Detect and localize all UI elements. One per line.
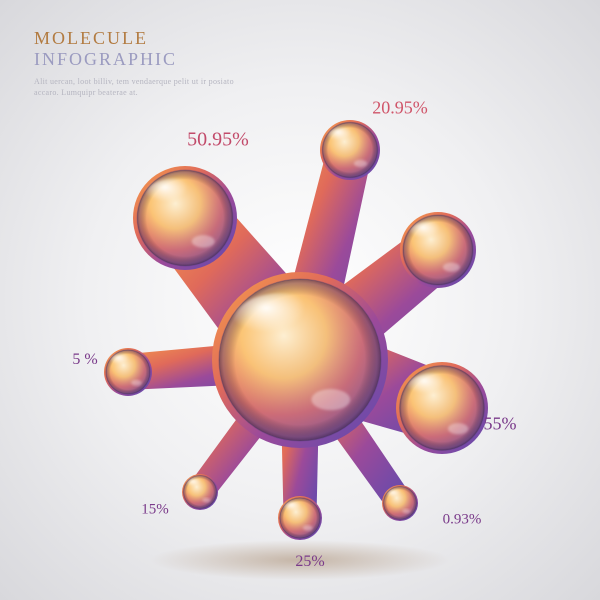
label-n5: 0.93% bbox=[443, 512, 482, 529]
label-n2: 20.95% bbox=[372, 98, 428, 119]
label-n4: 55% bbox=[484, 414, 517, 435]
node-n5 bbox=[383, 486, 416, 519]
node-n6 bbox=[280, 498, 320, 538]
node-n3 bbox=[403, 215, 473, 285]
node-n8 bbox=[106, 350, 150, 394]
node-n1 bbox=[137, 170, 233, 266]
center-bubble-glass bbox=[219, 279, 381, 441]
label-n8: 5 % bbox=[72, 351, 97, 369]
node-n4 bbox=[400, 366, 485, 451]
label-n1: 50.95% bbox=[187, 129, 249, 152]
node-n7 bbox=[183, 475, 216, 508]
node-n2 bbox=[322, 122, 377, 177]
label-n6: 25% bbox=[295, 553, 324, 571]
molecule-diagram bbox=[0, 0, 600, 600]
label-n7: 15% bbox=[141, 502, 169, 519]
center-bubble bbox=[219, 279, 381, 441]
